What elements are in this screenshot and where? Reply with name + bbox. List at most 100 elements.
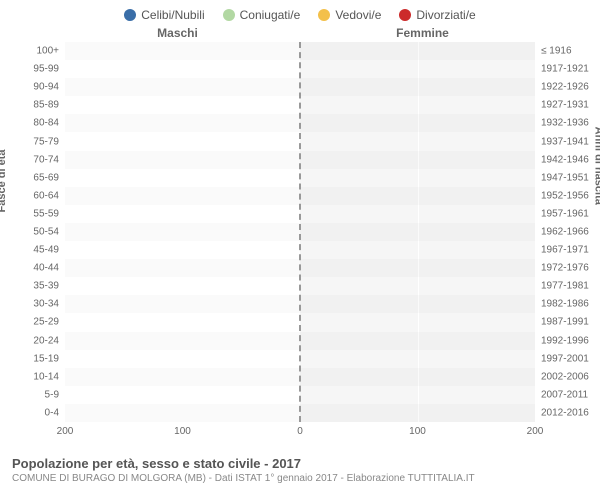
age-label: 65-69	[33, 172, 65, 183]
male-header: Maschi	[0, 26, 300, 40]
legend-item: Divorziati/e	[399, 8, 475, 22]
age-label: 5-9	[45, 389, 65, 400]
bar-left	[65, 368, 300, 386]
birth-year-label: 1927-1931	[535, 100, 589, 111]
bar-left	[65, 187, 300, 205]
bar-left	[65, 404, 300, 422]
bar-right	[300, 169, 535, 187]
y-left-axis-title: Fasce di età	[0, 150, 8, 213]
age-label: 25-29	[33, 317, 65, 328]
bar-left	[65, 151, 300, 169]
bar-right	[300, 205, 535, 223]
age-label: 40-44	[33, 263, 65, 274]
bar-right	[300, 368, 535, 386]
birth-year-label: 1992-1996	[535, 335, 589, 346]
legend-label: Divorziati/e	[416, 8, 475, 22]
bar-left	[65, 295, 300, 313]
age-label: 70-74	[33, 154, 65, 165]
birth-year-label: 1942-1946	[535, 154, 589, 165]
age-label: 80-84	[33, 118, 65, 129]
bar-right	[300, 60, 535, 78]
bar-left	[65, 277, 300, 295]
bar-left	[65, 223, 300, 241]
bar-right	[300, 259, 535, 277]
birth-year-label: 2012-2016	[535, 407, 589, 418]
legend-label: Coniugati/e	[240, 8, 301, 22]
bar-left	[65, 96, 300, 114]
bar-right	[300, 332, 535, 350]
legend-swatch	[318, 9, 330, 21]
chart: Fasce di età Anni di nascita 100+≤ 19169…	[0, 42, 600, 446]
birth-year-label: 1947-1951	[535, 172, 589, 183]
age-label: 35-39	[33, 281, 65, 292]
center-axis	[299, 42, 301, 422]
plot-area: 100+≤ 191695-991917-192190-941922-192685…	[65, 42, 535, 422]
age-label: 75-79	[33, 136, 65, 147]
birth-year-label: 1962-1966	[535, 226, 589, 237]
bar-left	[65, 350, 300, 368]
legend-item: Vedovi/e	[318, 8, 381, 22]
bar-right	[300, 313, 535, 331]
age-label: 60-64	[33, 190, 65, 201]
bar-right	[300, 223, 535, 241]
bar-right	[300, 350, 535, 368]
bar-left	[65, 313, 300, 331]
footer: Popolazione per età, sesso e stato civil…	[0, 446, 600, 484]
age-label: 10-14	[33, 371, 65, 382]
bar-right	[300, 295, 535, 313]
age-label: 30-34	[33, 299, 65, 310]
bar-right	[300, 241, 535, 259]
birth-year-label: 1977-1981	[535, 281, 589, 292]
x-tick: 100	[174, 426, 191, 437]
chart-subtitle: COMUNE DI BURAGO DI MOLGORA (MB) - Dati …	[12, 473, 588, 484]
birth-year-label: 2007-2011	[535, 389, 588, 400]
legend-swatch	[399, 9, 411, 21]
legend-swatch	[223, 9, 235, 21]
legend-label: Vedovi/e	[335, 8, 381, 22]
legend-item: Coniugati/e	[223, 8, 301, 22]
age-label: 90-94	[33, 82, 65, 93]
bar-left	[65, 60, 300, 78]
birth-year-label: ≤ 1916	[535, 46, 572, 57]
bar-left	[65, 332, 300, 350]
bar-right	[300, 132, 535, 150]
age-label: 85-89	[33, 100, 65, 111]
bar-right	[300, 277, 535, 295]
birth-year-label: 1982-1986	[535, 299, 589, 310]
y-right-axis-title: Anni di nascita	[592, 127, 600, 205]
birth-year-label: 1952-1956	[535, 190, 589, 201]
birth-year-label: 1917-1921	[535, 64, 589, 75]
bar-right	[300, 42, 535, 60]
bar-right	[300, 187, 535, 205]
bar-right	[300, 78, 535, 96]
bar-left	[65, 259, 300, 277]
column-headers: Maschi Femmine	[0, 26, 600, 40]
x-tick: 200	[57, 426, 74, 437]
birth-year-label: 1932-1936	[535, 118, 589, 129]
birth-year-label: 1937-1941	[535, 136, 589, 147]
birth-year-label: 2002-2006	[535, 371, 589, 382]
bar-left	[65, 386, 300, 404]
birth-year-label: 1922-1926	[535, 82, 589, 93]
x-tick: 0	[297, 426, 303, 437]
birth-year-label: 1997-2001	[535, 353, 589, 364]
bar-left	[65, 132, 300, 150]
bar-left	[65, 78, 300, 96]
bar-right	[300, 404, 535, 422]
bar-left	[65, 169, 300, 187]
female-header: Femmine	[300, 26, 600, 40]
age-label: 20-24	[33, 335, 65, 346]
age-label: 55-59	[33, 208, 65, 219]
bar-right	[300, 386, 535, 404]
x-tick: 200	[527, 426, 544, 437]
birth-year-label: 1972-1976	[535, 263, 589, 274]
age-label: 50-54	[33, 226, 65, 237]
bar-left	[65, 205, 300, 223]
legend-label: Celibi/Nubili	[141, 8, 204, 22]
bar-right	[300, 114, 535, 132]
legend: Celibi/Nubili Coniugati/e Vedovi/e Divorzia…	[0, 0, 600, 26]
legend-item: Celibi/Nubili	[124, 8, 204, 22]
birth-year-label: 1967-1971	[535, 245, 589, 256]
birth-year-label: 1957-1961	[535, 208, 589, 219]
age-label: 95-99	[33, 64, 65, 75]
